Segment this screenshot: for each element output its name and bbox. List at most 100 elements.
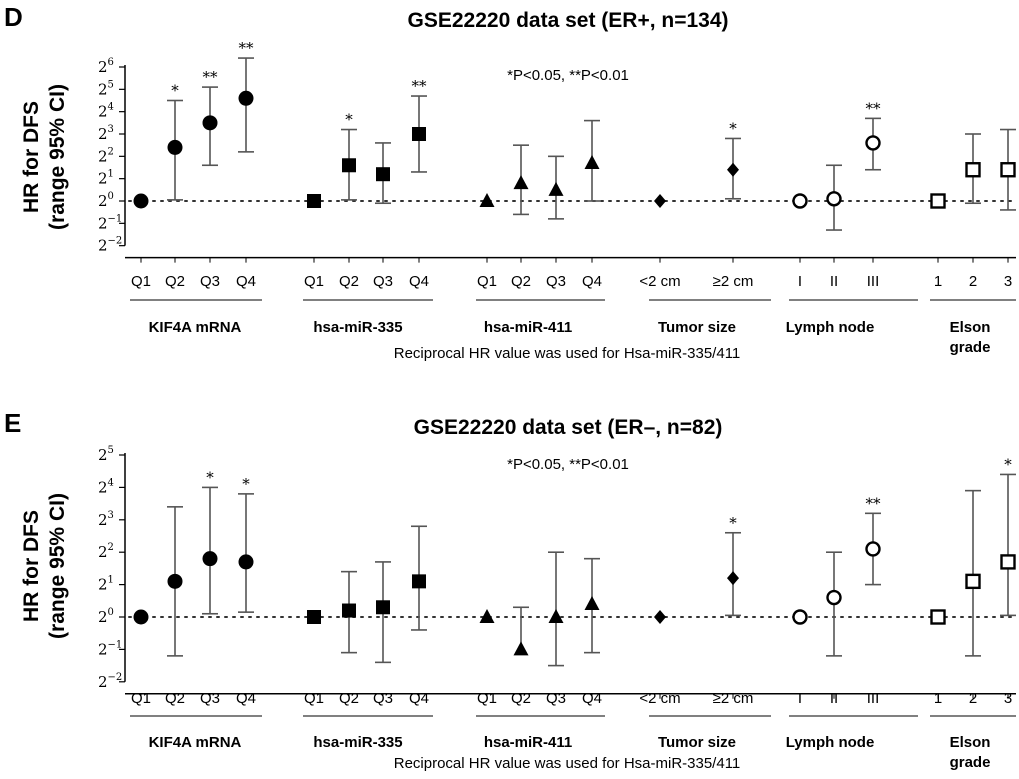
- point-filled-square: [307, 610, 321, 624]
- panel-e-significance-note: *P<0.05, **P<0.01: [507, 456, 629, 473]
- group-label: hsa-miR-411: [484, 319, 572, 336]
- point-open-square: [965, 162, 981, 178]
- panel-e-ylabel-line2: (range 95% CI): [46, 493, 69, 639]
- category-label: 3: [1004, 690, 1012, 707]
- category-label: Q3: [373, 690, 393, 707]
- y-tick-label: 2−1: [98, 213, 122, 232]
- panel-d-ylabel-line2: (range 95% CI): [46, 84, 69, 230]
- significance-star: *: [729, 514, 737, 532]
- panel-letter-e: E: [4, 408, 21, 438]
- category-label: Q1: [131, 273, 151, 290]
- point-filled-triangle: [548, 181, 564, 196]
- category-label: I: [798, 273, 802, 290]
- category-label: Q4: [236, 273, 256, 290]
- panel-e-ylabel-line1: HR for DFS: [20, 510, 43, 622]
- point-filled-square: [307, 194, 321, 208]
- category-label: 3: [1004, 273, 1012, 290]
- category-label: ≥2 cm: [713, 273, 754, 290]
- significance-star: *: [242, 475, 250, 493]
- point-filled-circle: [202, 115, 218, 131]
- category-label: Q4: [236, 690, 256, 707]
- point-filled-square: [376, 600, 390, 615]
- point-open-square: [1000, 554, 1016, 570]
- point-filled-circle: [202, 551, 218, 567]
- point-open-square: [930, 609, 946, 625]
- group-label: Tumor size: [658, 319, 736, 336]
- category-label: Q1: [304, 273, 324, 290]
- category-label: Q1: [131, 690, 151, 707]
- significance-star: *: [345, 111, 353, 129]
- group-label-elson-line1: Elson: [950, 734, 991, 751]
- y-tick-label: 20: [98, 191, 114, 210]
- group-label: KIF4A mRNA: [149, 319, 242, 336]
- category-label: Q4: [582, 690, 602, 707]
- category-label: Q1: [477, 690, 497, 707]
- point-filled-diamond: [654, 610, 666, 624]
- panel-d-significance-note: *P<0.05, **P<0.01: [507, 67, 629, 84]
- point-filled-circle: [133, 609, 149, 625]
- point-filled-square: [376, 167, 390, 182]
- category-label: 2: [969, 273, 977, 290]
- category-label: Q3: [546, 273, 566, 290]
- group-label: hsa-miR-335: [313, 734, 402, 751]
- point-filled-square: [342, 158, 356, 173]
- significance-star: *: [729, 119, 737, 137]
- point-filled-diamond: [727, 162, 739, 177]
- panel-d-title: GSE22220 data set (ER+, n=134): [408, 9, 729, 32]
- y-tick-label: 22: [98, 542, 114, 561]
- panel-letter-d: D: [4, 2, 23, 32]
- point-filled-triangle: [584, 596, 600, 611]
- y-tick-label: 21: [98, 169, 114, 188]
- point-open-circle: [826, 589, 842, 606]
- group-label-elson-line1: Elson: [950, 319, 991, 336]
- group-label: Lymph node: [786, 319, 875, 336]
- point-filled-circle: [167, 573, 183, 589]
- point-open-square: [1000, 162, 1016, 178]
- category-label: <2 cm: [639, 690, 680, 707]
- point-filled-circle: [133, 193, 149, 209]
- y-tick-label: 20: [98, 607, 114, 626]
- y-tick-label: 25: [98, 445, 114, 464]
- category-label: Q2: [511, 690, 531, 707]
- point-filled-circle: [238, 554, 254, 570]
- category-label: Q2: [339, 273, 359, 290]
- significance-star: **: [866, 494, 882, 512]
- point-filled-circle: [167, 139, 183, 155]
- point-filled-triangle: [513, 641, 529, 656]
- y-tick-label: 24: [98, 477, 114, 496]
- y-tick-label: 23: [98, 510, 114, 529]
- point-filled-triangle: [548, 609, 564, 623]
- point-filled-square: [412, 574, 426, 589]
- significance-star: **: [412, 77, 428, 95]
- category-label: I: [798, 690, 802, 707]
- point-filled-square: [412, 127, 426, 141]
- panel-d-ylabel-line1: HR for DFS: [20, 101, 43, 213]
- y-tick-label: 26: [98, 57, 114, 76]
- category-label: Q4: [582, 273, 602, 290]
- category-label: Q3: [373, 273, 393, 290]
- group-label-elson-line2: grade: [950, 754, 991, 771]
- significance-star: **: [239, 39, 255, 57]
- point-open-circle: [792, 193, 808, 209]
- significance-star: *: [171, 82, 179, 100]
- category-label: III: [867, 690, 880, 707]
- category-label: II: [830, 273, 838, 290]
- y-tick-label: 2−2: [98, 236, 122, 255]
- y-tick-label: 21: [98, 575, 114, 594]
- panel-e-footnote: Reciprocal HR value was used for Hsa-miR…: [394, 755, 741, 772]
- y-tick-label: 22: [98, 146, 114, 165]
- category-label: Q1: [477, 273, 497, 290]
- category-label: Q4: [409, 690, 429, 707]
- significance-star: **: [203, 68, 219, 86]
- y-tick-label: 2−1: [98, 639, 122, 658]
- point-filled-circle: [238, 90, 254, 106]
- y-tick-label: 2−2: [98, 672, 122, 691]
- significance-star: *: [1004, 455, 1012, 473]
- point-open-circle: [865, 541, 881, 557]
- category-label: 2: [969, 690, 977, 707]
- category-label: <2 cm: [639, 273, 680, 290]
- category-label: ≥2 cm: [713, 690, 754, 707]
- point-open-circle: [792, 609, 808, 625]
- point-filled-diamond: [727, 571, 739, 586]
